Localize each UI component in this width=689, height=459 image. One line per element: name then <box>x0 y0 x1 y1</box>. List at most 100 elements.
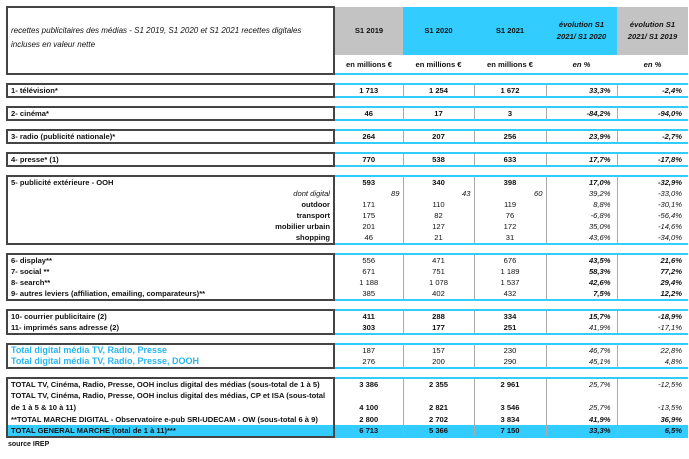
row-label: 1- télévision* <box>6 83 335 98</box>
value-cell: 2 800 <box>359 415 379 424</box>
col-header-s1-2021: S1 2021 <box>474 7 546 55</box>
value-cell: 334 <box>473 309 546 322</box>
value-cell: 172 <box>473 221 546 232</box>
row-label: 7- social ** <box>6 266 335 277</box>
block-spacer <box>7 300 688 310</box>
table-row: outdoor 171 110 119 8,8% -30,1% <box>6 199 688 210</box>
percent-cell: -2,4% <box>616 83 688 98</box>
value-cell: 538 <box>402 152 474 167</box>
header-row: recettes publicitaires des médias - S1 2… <box>6 6 688 55</box>
spacer-cell <box>7 120 688 130</box>
value-cell: 432 <box>473 288 546 301</box>
percent-cell: -32,9% <box>616 175 688 188</box>
value-cell: 89 <box>391 189 400 198</box>
percent-cell: -18,9% <box>616 309 688 322</box>
percent-cell: -12,5% <box>616 377 688 390</box>
percent-cell: 33,3% <box>545 83 617 98</box>
value-cell: 303 <box>334 322 403 335</box>
row-label: Total digital média TV, Radio, Presse, D… <box>6 356 335 369</box>
row-label: dont digital <box>6 188 335 199</box>
percent-cell: 15,7% <box>545 309 617 322</box>
value-cell: 770 <box>334 152 403 167</box>
percent-cell: -13,5% <box>616 390 688 414</box>
value-cell: 290 <box>473 356 546 369</box>
percent-cell: 43,5% <box>545 253 617 266</box>
percent-cell: -2,7% <box>616 129 688 144</box>
table-title: recettes publicitaires des médias - S1 2… <box>6 6 335 55</box>
value-cell: 230 <box>473 343 546 356</box>
value-cell: 4 100 <box>359 403 379 412</box>
percent-cell: 23,9% <box>545 129 617 144</box>
table-row: dont digital 89 43 60 39,2% -33,0% <box>6 188 688 199</box>
percent-cell: 45,1% <box>545 356 617 369</box>
table-row: TOTAL GENERAL MARCHE (total de 1 à 11)**… <box>6 425 688 438</box>
value-cell: 1 078 <box>402 277 474 288</box>
value-cell: 251 <box>473 322 546 335</box>
value-cell: 6 713 <box>334 425 403 438</box>
percent-cell: 17,0% <box>545 175 617 188</box>
block-spacer <box>7 120 688 130</box>
value-cell: 471 <box>402 253 474 266</box>
value-cell: 2 355 <box>402 377 474 390</box>
block-spacer <box>7 97 688 107</box>
percent-cell: 36,9% <box>616 414 688 425</box>
percent-cell: -56,4% <box>616 210 688 221</box>
percent-cell: 33,3% <box>545 425 617 438</box>
value-cell: 2 702 <box>402 414 474 425</box>
table-row: TOTAL TV, Cinéma, Radio, Presse, OOH inc… <box>6 390 688 414</box>
table-row: 7- social ** 671 751 1 189 58,3% 77,2% <box>6 266 688 277</box>
value-cell: 201 <box>362 222 376 231</box>
value-cell: 676 <box>473 253 546 266</box>
percent-cell: -17,8% <box>616 152 688 167</box>
percent-cell: -34,0% <box>616 232 688 245</box>
row-label: shopping <box>6 232 335 245</box>
value-cell: 411 <box>334 309 403 322</box>
value-cell: 276 <box>334 356 403 369</box>
spacer-cell <box>7 166 688 176</box>
row-label: TOTAL TV, Cinéma, Radio, Presse, OOH inc… <box>6 390 335 414</box>
value-cell: 207 <box>402 129 474 144</box>
unit-label: en % <box>617 55 688 75</box>
spacer-cell <box>7 143 688 153</box>
percent-cell: -6,8% <box>545 210 617 221</box>
percent-cell: 46,7% <box>545 343 617 356</box>
value-cell: 177 <box>402 322 474 335</box>
value-cell: 3 834 <box>473 414 546 425</box>
value-cell: 340 <box>402 175 474 188</box>
percent-cell: 41,9% <box>545 414 617 425</box>
row-label: mobilier urbain <box>6 221 335 232</box>
table-row: 5- publicité extérieure - OOH 593 340 398 17… <box>6 175 688 188</box>
value-cell: 1 188 <box>359 278 379 287</box>
percent-cell: 35,0% <box>545 221 617 232</box>
advertising-revenue-table: recettes publicitaires des médias - S1 2… <box>6 6 688 449</box>
table-row: 9- autres leviers (affiliation, emailing… <box>6 288 688 301</box>
value-cell: 157 <box>402 343 474 356</box>
value-cell: 31 <box>473 232 546 245</box>
unit-label: en millions € <box>403 55 474 75</box>
value-cell: 3 <box>473 106 546 121</box>
value-cell: 3 386 <box>334 377 403 390</box>
row-label: outdoor <box>6 199 335 210</box>
value-cell: 2 961 <box>473 377 546 390</box>
value-cell: 200 <box>402 356 474 369</box>
percent-cell: 43,6% <box>545 232 617 245</box>
value-cell: 556 <box>334 253 403 266</box>
percent-cell: 4,8% <box>616 356 688 369</box>
value-cell: 398 <box>473 175 546 188</box>
row-label: 9- autres leviers (affiliation, emailing… <box>6 288 335 301</box>
value-cell: 46 <box>334 232 403 245</box>
value-cell: 1 713 <box>334 83 403 98</box>
value-cell: 110 <box>402 199 474 210</box>
value-cell: 46 <box>334 106 403 121</box>
percent-cell: 29,4% <box>616 277 688 288</box>
value-cell: 402 <box>402 288 474 301</box>
percent-cell: 6,5% <box>616 425 688 438</box>
spacer-cell <box>7 74 688 84</box>
units-row: en millions € en millions € en millions … <box>6 55 688 75</box>
percent-cell: -17,1% <box>616 322 688 335</box>
percent-cell: 39,2% <box>545 188 617 199</box>
block-spacer <box>7 143 688 153</box>
value-cell: 256 <box>473 129 546 144</box>
percent-cell: 17,7% <box>545 152 617 167</box>
spacer-cell <box>7 334 688 344</box>
